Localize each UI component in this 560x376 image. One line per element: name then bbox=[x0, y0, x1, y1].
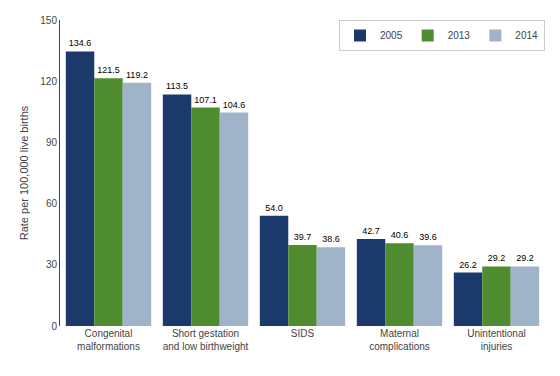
svg-text:2005: 2005 bbox=[380, 30, 403, 41]
svg-text:39.7: 39.7 bbox=[294, 232, 312, 242]
svg-text:90: 90 bbox=[46, 137, 58, 148]
svg-text:134.6: 134.6 bbox=[69, 38, 92, 48]
svg-text:107.1: 107.1 bbox=[194, 95, 217, 105]
svg-text:SIDS: SIDS bbox=[291, 328, 315, 339]
svg-text:40.6: 40.6 bbox=[391, 230, 409, 240]
svg-text:113.5: 113.5 bbox=[166, 81, 188, 91]
svg-text:121.5: 121.5 bbox=[97, 65, 120, 75]
svg-text:Rate per 100,000 live births: Rate per 100,000 live births bbox=[18, 105, 30, 240]
svg-text:Short gestationand low birthwe: Short gestationand low birthweight bbox=[163, 328, 249, 352]
svg-text:Unintentionalinjuries: Unintentionalinjuries bbox=[467, 328, 525, 352]
svg-text:120: 120 bbox=[40, 76, 57, 87]
svg-text:26.2: 26.2 bbox=[459, 260, 477, 270]
svg-text:2014: 2014 bbox=[515, 30, 538, 41]
svg-text:42.7: 42.7 bbox=[362, 226, 380, 236]
svg-text:30: 30 bbox=[46, 259, 58, 270]
svg-text:Maternalcomplications: Maternalcomplications bbox=[369, 328, 430, 352]
svg-text:39.6: 39.6 bbox=[419, 232, 437, 242]
svg-text:29.2: 29.2 bbox=[516, 253, 534, 263]
svg-text:54.0: 54.0 bbox=[265, 203, 283, 213]
svg-text:104.6: 104.6 bbox=[223, 100, 246, 110]
svg-text:0: 0 bbox=[51, 321, 57, 332]
svg-text:2013: 2013 bbox=[448, 30, 471, 41]
svg-text:150: 150 bbox=[40, 15, 57, 26]
svg-text:119.2: 119.2 bbox=[126, 70, 148, 80]
svg-text:38.6: 38.6 bbox=[322, 234, 340, 244]
svg-text:60: 60 bbox=[46, 198, 58, 209]
svg-text:Congenitalmalformations: Congenitalmalformations bbox=[77, 328, 140, 352]
svg-text:29.2: 29.2 bbox=[488, 253, 506, 263]
